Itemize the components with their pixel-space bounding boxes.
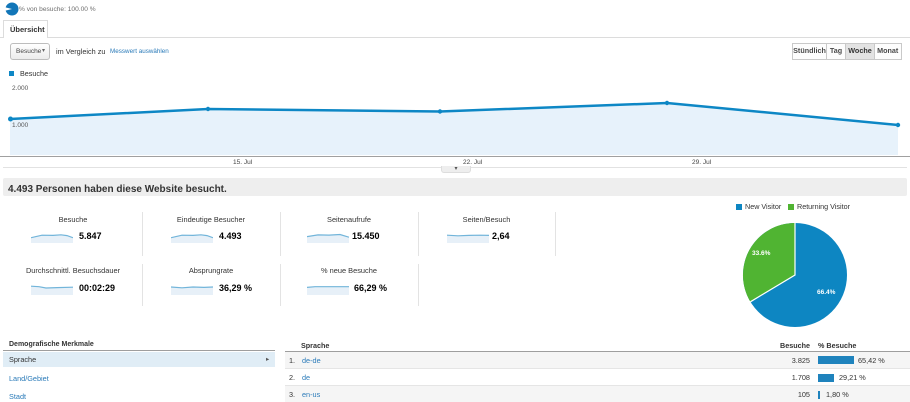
svg-text:66.4%: 66.4% — [817, 289, 836, 296]
svg-text:33.6%: 33.6% — [752, 250, 771, 257]
